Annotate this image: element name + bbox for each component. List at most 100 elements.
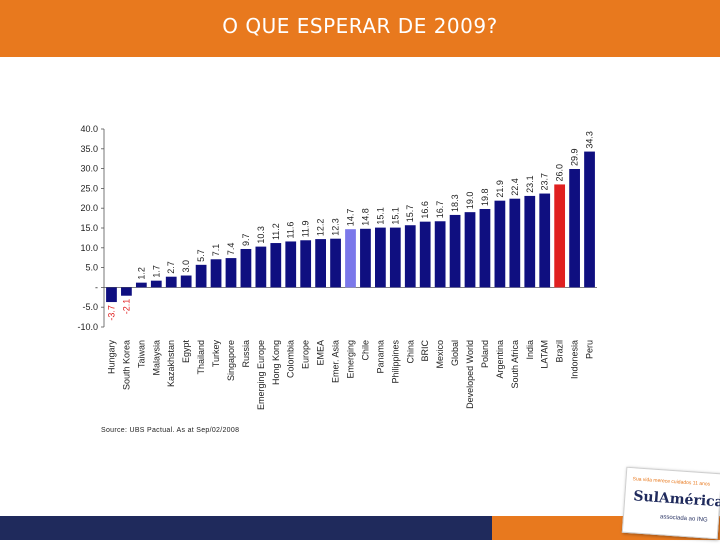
y-tick-label: -10.0	[77, 322, 98, 332]
y-tick-label: 5.0	[85, 263, 98, 273]
value-label: 7.1	[211, 244, 221, 257]
category-label: BRIC	[420, 340, 430, 362]
bar-developed-world	[464, 212, 476, 288]
bar-egypt	[180, 275, 192, 288]
value-label: 2.7	[166, 261, 176, 274]
bar-south-africa	[509, 198, 521, 288]
category-label: South Korea	[121, 340, 131, 390]
category-label: Turkey	[211, 340, 221, 368]
value-label: 3.0	[181, 260, 191, 273]
bar-singapore	[225, 258, 237, 288]
value-label: 23.7	[540, 173, 550, 191]
bar-global	[449, 214, 461, 288]
bar-argentina	[494, 200, 506, 288]
bar-latam	[539, 193, 551, 288]
category-label: Mexico	[435, 340, 445, 369]
category-label: Colombia	[286, 340, 296, 378]
category-label: Hong Kong	[271, 340, 281, 385]
value-label: 15.7	[405, 205, 415, 223]
y-tick-label: 35.0	[80, 144, 98, 154]
bar-china	[404, 225, 416, 288]
value-label: 15.1	[390, 207, 400, 225]
bar-hungary	[106, 287, 117, 303]
category-label: LATAM	[540, 340, 550, 369]
value-label: 26.0	[555, 164, 565, 182]
value-label: 5.7	[196, 249, 206, 262]
value-label: 23.1	[525, 175, 535, 193]
category-label: Malaysia	[151, 340, 161, 376]
sulamerica-logo: Sua vida merece cuidados 11 anos SulAmér…	[621, 466, 720, 540]
bar-europe	[300, 240, 312, 288]
category-label: Brazil	[555, 340, 565, 363]
slide-title: O QUE ESPERAR DE 2009?	[222, 14, 498, 38]
source-note: Source: UBS Pactual. As at Sep/02/2008	[101, 427, 240, 434]
value-label: 11.6	[286, 222, 296, 239]
category-label: Emer. Asia	[331, 340, 341, 383]
value-label: 12.2	[316, 219, 326, 237]
category-label: Hungary	[106, 340, 116, 375]
value-label: 29.9	[570, 148, 580, 166]
category-label: Taiwan	[136, 340, 146, 368]
category-label: Emerging	[346, 340, 356, 379]
value-label: 16.7	[435, 201, 445, 219]
value-label: 7.4	[226, 243, 236, 256]
logo-brand: SulAmérica	[632, 488, 720, 511]
bar-thailand	[195, 264, 207, 288]
bar-hong-kong	[270, 243, 282, 288]
category-label: EMEA	[316, 340, 326, 366]
bar-indonesia	[569, 168, 580, 288]
y-tick-label: 20.0	[80, 203, 98, 213]
category-label: Emerging Europe	[256, 340, 266, 410]
value-label: 10.3	[256, 226, 266, 244]
category-label: Panama	[375, 340, 385, 374]
y-tick-label: -	[95, 282, 98, 292]
bar-chile	[360, 228, 371, 288]
y-tick-label: -5.0	[82, 302, 98, 312]
logo-tagline: Sua vida merece cuidados 11 anos	[632, 476, 711, 488]
bar-emea	[315, 239, 326, 288]
value-label: 18.3	[450, 194, 460, 212]
value-label: 34.3	[585, 131, 595, 149]
category-label: Europe	[301, 340, 311, 369]
category-label: India	[525, 340, 535, 360]
bar-peru	[584, 151, 595, 288]
bar-south-korea	[121, 287, 132, 296]
category-label: Singapore	[226, 340, 236, 381]
value-label: 11.9	[301, 220, 311, 237]
y-tick-label: 30.0	[80, 164, 98, 174]
value-label: 11.2	[271, 223, 281, 240]
category-label: Poland	[480, 340, 490, 368]
bar-colombia	[285, 241, 297, 288]
y-tick-label: 15.0	[80, 223, 98, 233]
logo-subtext: associada ao ING	[659, 514, 708, 524]
bar-russia	[240, 248, 252, 288]
category-label: Philippines	[390, 340, 400, 384]
bar-philippines	[389, 227, 401, 288]
category-label: Egypt	[181, 340, 191, 364]
value-label: 15.1	[375, 207, 385, 225]
bar-bric	[419, 221, 431, 288]
category-label: South Africa	[510, 340, 520, 389]
value-label: -3.7	[106, 305, 116, 321]
category-label: Thailand	[196, 340, 206, 375]
y-tick-label: 40.0	[80, 124, 98, 134]
value-label: 1.2	[136, 267, 146, 280]
value-label: 16.6	[420, 201, 430, 219]
category-label: Developed World	[465, 340, 475, 409]
bar-malaysia	[150, 280, 162, 288]
bar-poland	[479, 208, 491, 288]
bar-brazil	[554, 184, 566, 288]
category-label: Global	[450, 340, 460, 366]
bar-taiwan	[135, 282, 147, 288]
y-tick-label: 10.0	[80, 243, 98, 253]
y-tick-label: 25.0	[80, 183, 98, 193]
value-label: 14.8	[360, 208, 370, 226]
bar-turkey	[210, 259, 222, 288]
category-label: Peru	[585, 340, 595, 359]
value-label: 19.0	[465, 192, 475, 210]
bar-emerging-europe	[255, 246, 267, 288]
bar-mexico	[434, 221, 446, 288]
bar-emer-asia	[330, 238, 341, 288]
